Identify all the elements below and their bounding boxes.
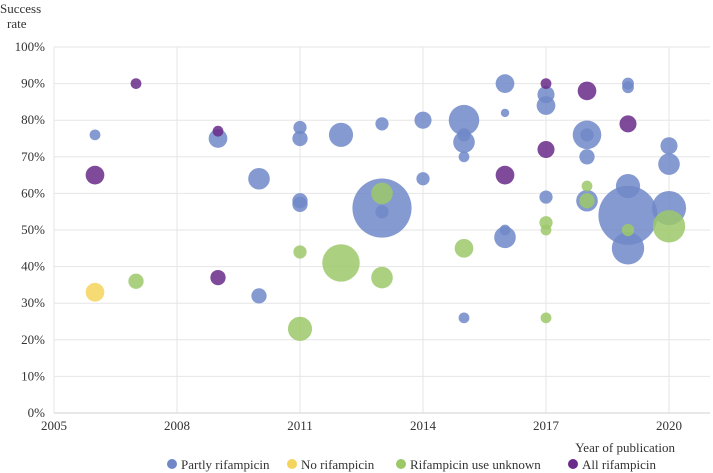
bubble-rifampicin-use-unknown-9 <box>540 312 552 324</box>
bubble-partly-rifampicin-3 <box>251 288 267 304</box>
legend-marker-no-rifampicin <box>287 459 297 469</box>
bubble-partly-rifampicin-11 <box>375 205 389 219</box>
y-tick-label-50: 50% <box>21 222 45 237</box>
bubble-rifampicin-use-unknown-5 <box>371 266 393 289</box>
bubble-no-rifampicin-0 <box>85 282 105 302</box>
bubble-rifampicin-use-unknown-12 <box>621 223 635 237</box>
bubble-partly-rifampicin-13 <box>416 172 430 186</box>
bubble-all-rifampicin-8 <box>619 115 637 133</box>
bubble-rifampicin-use-unknown-11 <box>579 193 595 209</box>
bubble-partly-rifampicin-0 <box>89 129 101 141</box>
bubble-partly-rifampicin-31 <box>622 81 634 94</box>
y-tick-label-30: 30% <box>21 295 45 310</box>
bubble-partly-rifampicin-27 <box>580 128 594 142</box>
legend-marker-partly-rifampicin <box>167 459 177 469</box>
bubble-all-rifampicin-3 <box>210 269 226 286</box>
y-tick-label-20: 20% <box>21 332 45 347</box>
legend-label-rifampicin-use-unknown: Rifampicin use unknown <box>410 457 541 472</box>
x-tick-label-2008: 2008 <box>164 418 190 433</box>
bubble-partly-rifampicin-12 <box>414 111 432 129</box>
bubble-partly-rifampicin-8 <box>328 122 354 147</box>
x-tick-label-2020: 2020 <box>656 418 682 433</box>
bubble-all-rifampicin-7 <box>577 81 597 101</box>
x-axis-label: Year of publication <box>575 440 675 455</box>
bubble-partly-rifampicin-33 <box>598 185 658 245</box>
bubble-rifampicin-use-unknown-3 <box>322 244 360 282</box>
y-tick-label-70: 70% <box>21 149 45 164</box>
bubble-rifampicin-use-unknown-2 <box>287 316 313 341</box>
bubble-rifampicin-use-unknown-8 <box>540 224 552 236</box>
bubble-partly-rifampicin-19 <box>495 74 515 93</box>
bubble-all-rifampicin-1 <box>130 78 142 89</box>
bubble-partly-rifampicin-7 <box>292 196 308 213</box>
x-tick-label-2005: 2005 <box>41 418 67 433</box>
bubble-partly-rifampicin-5 <box>292 130 308 147</box>
bubble-partly-rifampicin-16 <box>453 131 475 153</box>
legend-label-no-rifampicin: No rifampicin <box>301 457 375 472</box>
bubble-partly-rifampicin-14 <box>448 104 480 136</box>
y-tick-label-100: 100% <box>15 39 46 54</box>
bubble-partly-rifampicin-28 <box>579 149 595 165</box>
y-tick-label-60: 60% <box>21 185 45 200</box>
bubble-rifampicin-use-unknown-1 <box>293 245 307 259</box>
bubble-partly-rifampicin-34 <box>611 232 645 265</box>
y-tick-label-10: 10% <box>21 368 45 383</box>
x-tick-label-2017: 2017 <box>533 418 560 433</box>
bubble-all-rifampicin-6 <box>537 140 555 159</box>
y-tick-label-0: 0% <box>28 405 46 420</box>
x-tick-labels: 2005 2008 2011 2014 2017 2020 <box>41 418 682 433</box>
legend-marker-rifampicin-use-unknown <box>396 459 406 469</box>
x-tick-label-2011: 2011 <box>287 418 313 433</box>
y-axis-label-line1: Success <box>0 1 41 16</box>
legend-marker-all-rifampicin <box>568 459 578 469</box>
bubble-partly-rifampicin-35 <box>660 137 678 155</box>
bubble-all-rifampicin-0 <box>85 165 105 185</box>
bubble-partly-rifampicin-9 <box>375 117 389 131</box>
y-axis-label-line2: rate <box>7 16 27 31</box>
bubble-partly-rifampicin-20 <box>500 108 510 118</box>
y-tick-label-90: 90% <box>21 76 45 91</box>
bubble-partly-rifampicin-4 <box>293 120 307 135</box>
y-tick-label-40: 40% <box>21 259 45 274</box>
bubble-partly-rifampicin-18 <box>458 312 470 324</box>
bubble-rifampicin-use-unknown-6 <box>454 238 474 258</box>
bubble-rifampicin-use-unknown-10 <box>581 180 593 192</box>
x-tick-label-2014: 2014 <box>410 418 437 433</box>
bubble-rifampicin-use-unknown-13 <box>652 210 686 243</box>
bubble-partly-rifampicin-17 <box>458 151 470 163</box>
bubble-partly-rifampicin-2 <box>248 167 270 190</box>
legend: Partly rifampicin No rifampicin Rifampicin… <box>167 457 657 472</box>
legend-label-all-rifampicin: All rifampicin <box>582 457 657 472</box>
y-tick-label-80: 80% <box>21 112 45 127</box>
data-bubbles <box>85 74 687 341</box>
bubble-partly-rifampicin-22 <box>494 226 516 249</box>
bubble-partly-rifampicin-25 <box>539 190 553 204</box>
legend-label-partly-rifampicin: Partly rifampicin <box>181 457 270 472</box>
bubble-partly-rifampicin-24 <box>536 96 556 115</box>
bubble-all-rifampicin-5 <box>540 78 552 89</box>
y-tick-labels: 0% 10% 20% 30% 40% 50% 60% 70% 80% 90% 100% <box>15 39 46 420</box>
bubble-partly-rifampicin-36 <box>658 153 680 175</box>
bubble-rifampicin-use-unknown-4 <box>371 182 393 205</box>
bubble-all-rifampicin-4 <box>495 165 515 185</box>
bubble-all-rifampicin-2 <box>212 125 224 137</box>
bubble-rifampicin-use-unknown-0 <box>128 273 144 289</box>
